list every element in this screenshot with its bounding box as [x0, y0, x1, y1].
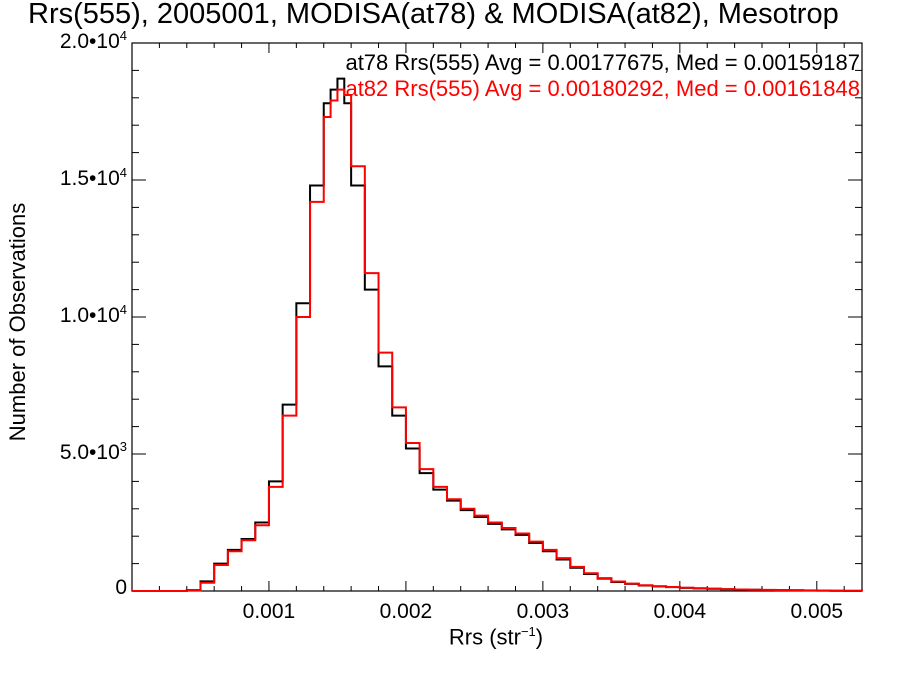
- legend-text-at78: at78 Rrs(555) Avg = 0.00177675, Med = 0.…: [345, 50, 860, 75]
- legend-entry-at78: at78 Rrs(555) Avg = 0.00177675, Med = 0.…: [345, 50, 860, 76]
- x-tick-label: 0.005: [790, 600, 844, 623]
- y-tick-label: 1.5•104: [59, 165, 127, 190]
- series-line-at78: [132, 77, 863, 592]
- legend-entry-at82: at82 Rrs(555) Avg = 0.00180292, Med = 0.…: [345, 76, 860, 102]
- axis-ticks: [132, 42, 862, 592]
- x-tick-label: 0.001: [242, 600, 296, 623]
- x-axis-label: Rrs (str−1): [449, 624, 543, 650]
- y-tick-label: 1.0•104: [59, 302, 127, 327]
- x-tick-label: 0.002: [379, 600, 433, 623]
- y-axis-label: Number of Observations: [5, 202, 30, 442]
- chart-title: Rrs(555), 2005001, MODISA(at78) & MODISA…: [28, 0, 839, 30]
- series-line-at82: [132, 88, 863, 592]
- y-tick-label: 2.0•104: [59, 28, 127, 53]
- x-tick-label: 0.004: [653, 600, 707, 623]
- series-lines: [132, 77, 863, 592]
- legend-text-at82: at82 Rrs(555) Avg = 0.00180292, Med = 0.…: [345, 76, 860, 101]
- y-tick-label: 0: [115, 576, 127, 599]
- x-tick-label: 0.003: [516, 600, 570, 623]
- plot-frame: [131, 42, 863, 592]
- y-tick-label: 5.0•103: [59, 439, 127, 464]
- x-axis-label-tail: ): [535, 624, 544, 650]
- x-axis-label-base: Rrs (str: [448, 624, 521, 650]
- x-axis-label-sup: −1: [520, 624, 536, 639]
